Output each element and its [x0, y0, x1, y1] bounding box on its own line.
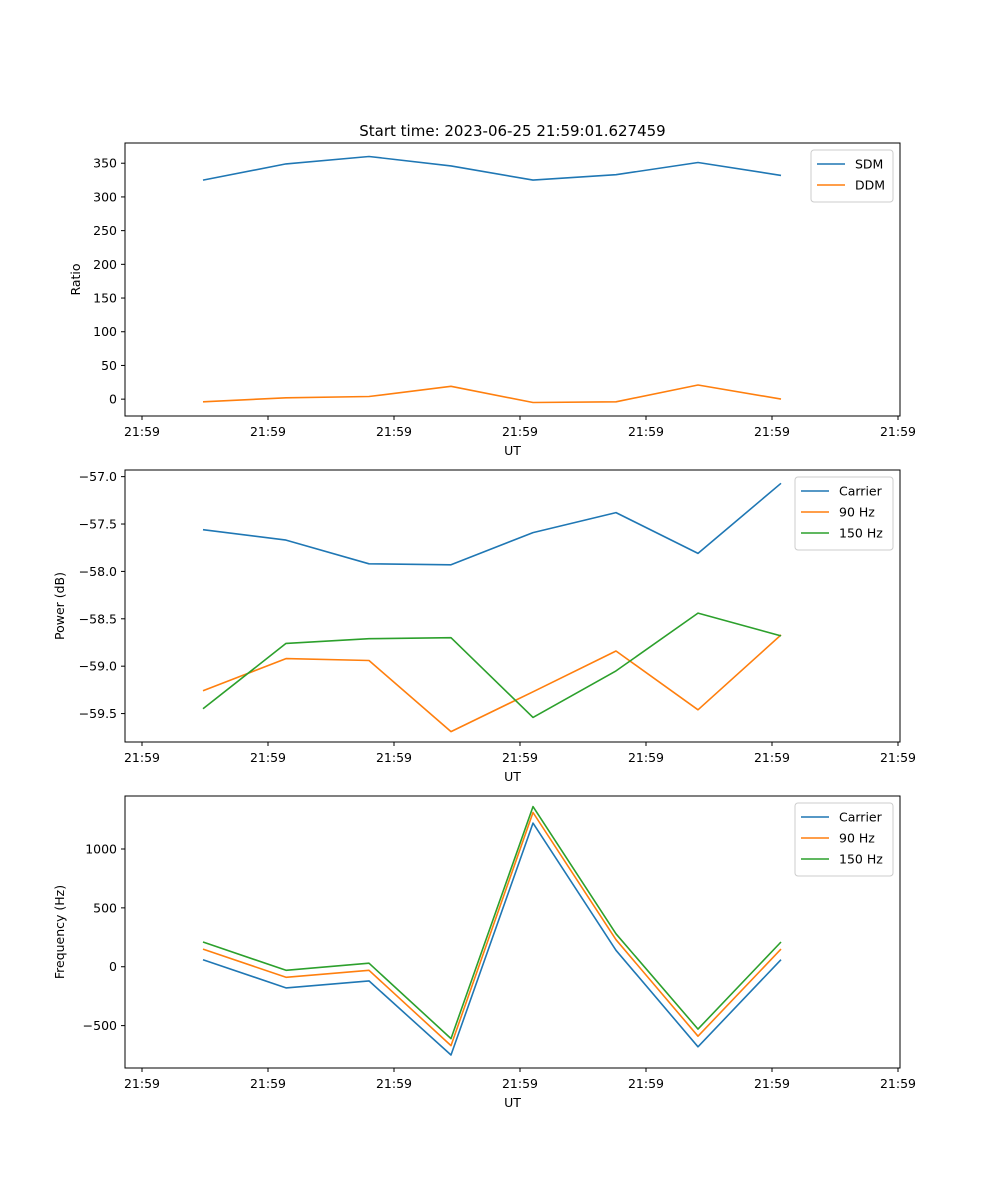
x-tick-label: 21:59: [754, 1076, 790, 1091]
chart-title: Start time: 2023-06-25 21:59:01.627459: [359, 122, 665, 140]
y-tick-label: −57.5: [79, 517, 117, 532]
legend-box: [794, 802, 894, 877]
y-tick-label: 150: [93, 291, 117, 306]
x-tick-label: 21:59: [124, 424, 160, 439]
series-line-ddm: [202, 384, 782, 404]
y-tick-label: −59.0: [79, 659, 117, 674]
x-tick-label: 21:59: [124, 750, 160, 765]
x-tick-label: 21:59: [880, 424, 916, 439]
x-tick-label: 21:59: [502, 1076, 538, 1091]
series-line-carrier: [202, 822, 782, 1056]
legend-label: SDM: [855, 157, 883, 172]
y-tick-label: −57.0: [79, 469, 117, 484]
legend-box: [810, 149, 894, 203]
y-axis-label: Frequency (Hz): [52, 885, 67, 979]
series-line-150-hz: [202, 805, 782, 1040]
legend-label: Carrier: [839, 484, 883, 499]
y-tick-label: 250: [93, 223, 117, 238]
x-tick-label: 21:59: [376, 1076, 412, 1091]
x-axis-label: UT: [504, 1095, 521, 1110]
y-tick-label: 500: [93, 900, 117, 915]
x-tick-label: 21:59: [376, 750, 412, 765]
x-axis-label: UT: [504, 769, 521, 784]
x-tick-label: 21:59: [250, 750, 286, 765]
series-line-sdm: [202, 155, 782, 181]
x-tick-label: 21:59: [628, 424, 664, 439]
legend-label: 90 Hz: [839, 831, 875, 846]
legend: SDM DDM: [810, 149, 894, 203]
axes-frame: [124, 142, 901, 417]
x-tick-label: 21:59: [376, 424, 412, 439]
x-tick-label: 21:59: [880, 750, 916, 765]
y-tick-label: 200: [93, 257, 117, 272]
legend: Carrier 90 Hz 150 Hz: [794, 802, 894, 877]
legend-label: 150 Hz: [839, 526, 883, 541]
series-line-90-hz: [202, 634, 782, 733]
series-line-150-hz: [202, 612, 782, 719]
x-tick-label: 21:59: [250, 424, 286, 439]
x-tick-label: 21:59: [628, 750, 664, 765]
panel-2: 21:59 21:59 21:59 21:59 21:59 21:59 21:59 UT −59…: [52, 469, 916, 784]
y-tick-label: −500: [83, 1018, 117, 1033]
x-tick-label: 21:59: [754, 424, 790, 439]
y-axis-label: Power (dB): [52, 572, 67, 640]
legend-box: [794, 476, 894, 551]
legend-label: 150 Hz: [839, 852, 883, 867]
series-line-carrier: [202, 482, 782, 566]
axes-frame: [124, 469, 901, 743]
legend-label: Carrier: [839, 810, 883, 825]
x-tick-label: 21:59: [124, 1076, 160, 1091]
y-tick-label: −58.5: [79, 611, 117, 626]
y-tick-label: 0: [109, 959, 117, 974]
y-tick-label: 300: [93, 189, 117, 204]
axes-frame: [124, 795, 901, 1069]
series-line-90-hz: [202, 811, 782, 1047]
x-tick-label: 21:59: [880, 1076, 916, 1091]
x-tick-label: 21:59: [502, 424, 538, 439]
y-tick-label: 100: [93, 324, 117, 339]
y-tick-label: −58.0: [79, 564, 117, 579]
legend-label: 90 Hz: [839, 505, 875, 520]
legend: Carrier 90 Hz 150 Hz: [794, 476, 894, 551]
y-tick-label: −59.5: [79, 706, 117, 721]
panel-1: Start time: 2023-06-25 21:59:01.627459 21…: [68, 122, 916, 458]
x-tick-label: 21:59: [754, 750, 790, 765]
y-tick-label: 50: [101, 358, 117, 373]
x-tick-label: 21:59: [628, 1076, 664, 1091]
panel-3: 21:59 21:59 21:59 21:59 21:59 21:59 21:59 UT −50…: [52, 795, 916, 1110]
y-tick-label: 0: [109, 392, 117, 407]
legend-label: DDM: [855, 178, 885, 193]
x-tick-label: 21:59: [250, 1076, 286, 1091]
x-axis-label: UT: [504, 443, 521, 458]
x-tick-label: 21:59: [502, 750, 538, 765]
y-tick-label: 350: [93, 156, 117, 171]
y-tick-label: 1000: [85, 841, 117, 856]
y-axis-label: Ratio: [68, 263, 83, 295]
